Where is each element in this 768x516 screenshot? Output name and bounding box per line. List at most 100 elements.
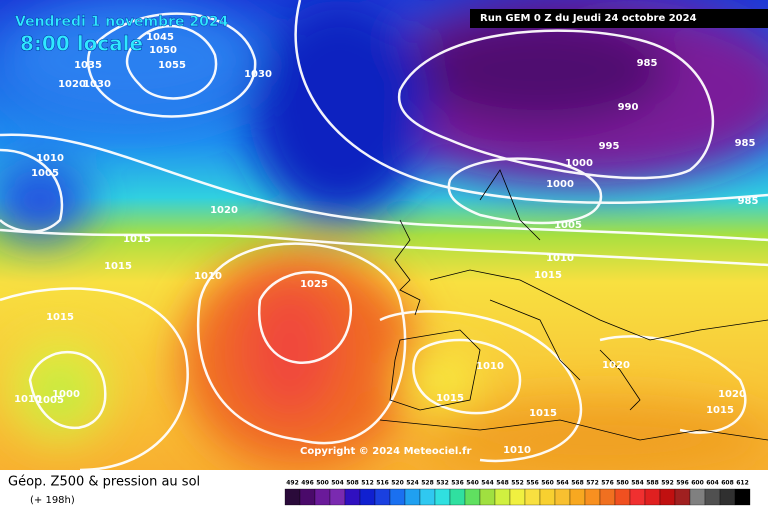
isobar-label: 1015 <box>529 408 557 419</box>
isobar-labels: 1045105010551035102010301030101010051020… <box>14 32 758 456</box>
legend-label: 604 <box>706 480 719 487</box>
isobar-label: 1015 <box>706 405 734 416</box>
legend-swatch <box>299 488 316 506</box>
isobar-label: 1010 <box>476 361 504 372</box>
legend-swatch <box>419 488 436 506</box>
isobar-label: 985 <box>735 138 756 149</box>
isobar-label: 1015 <box>534 270 562 281</box>
legend-swatch <box>659 488 676 506</box>
isobar-label: 1010 <box>194 271 222 282</box>
legend-label: 576 <box>601 480 614 487</box>
isobar-label: 985 <box>637 58 658 69</box>
isobar-label: 1000 <box>52 389 80 400</box>
legend-swatch <box>629 488 646 506</box>
time-label: 8:00 locale <box>20 32 143 56</box>
date-label: Vendredi 1 novembre 2024 <box>15 14 229 30</box>
legend-label: 528 <box>421 480 434 487</box>
isobar-label: 985 <box>738 196 759 207</box>
isobar-label: 1005 <box>31 168 59 179</box>
legend-label: 512 <box>361 480 374 487</box>
legend-label: 568 <box>571 480 584 487</box>
legend-swatch <box>569 488 586 506</box>
isobar-label: 1020 <box>602 360 630 371</box>
legend-swatch <box>599 488 616 506</box>
legend-label: 544 <box>481 480 494 487</box>
legend-label: 612 <box>736 480 749 487</box>
legend-label: 496 <box>301 480 314 487</box>
legend-swatch <box>404 488 421 506</box>
legend-label: 564 <box>556 480 569 487</box>
run-label: Run GEM 0 Z du Jeudi 24 octobre 2024 <box>480 13 697 24</box>
isobar-label: 1015 <box>104 261 132 272</box>
legend-label: 500 <box>316 480 329 487</box>
legend-swatch <box>494 488 511 506</box>
isobar-label: 1005 <box>554 220 582 231</box>
legend-label: 580 <box>616 480 629 487</box>
isobar-label: 1045 <box>146 32 174 43</box>
legend-swatch <box>644 488 661 506</box>
legend-label: 516 <box>376 480 389 487</box>
legend-swatch <box>434 488 451 506</box>
legend-label: 492 <box>286 480 299 487</box>
legend-swatch <box>689 488 706 506</box>
legend-label: 560 <box>541 480 554 487</box>
isobar-label: 1055 <box>158 60 186 71</box>
legend-swatch <box>479 488 496 506</box>
legend-label: 600 <box>691 480 704 487</box>
legend-swatch <box>704 488 721 506</box>
legend-swatch <box>509 488 526 506</box>
legend-label: 592 <box>661 480 674 487</box>
copyright: Copyright © 2024 Meteociel.fr <box>300 446 471 457</box>
run-banner <box>470 9 768 28</box>
isobar-label: 1025 <box>300 279 328 290</box>
legend-swatch <box>284 488 301 506</box>
legend-swatch <box>554 488 571 506</box>
legend-label: 552 <box>511 480 524 487</box>
legend-label: 556 <box>526 480 539 487</box>
legend-swatch <box>614 488 631 506</box>
isobar-label: 1035 <box>74 60 102 71</box>
isobar-label: 1030 <box>244 69 272 80</box>
footer-lead: (+ 198h) <box>30 495 75 506</box>
legend-swatch <box>719 488 736 506</box>
isobar-label: 1020 <box>210 205 238 216</box>
legend-label: 608 <box>721 480 734 487</box>
legend-label: 524 <box>406 480 419 487</box>
legend-label: 520 <box>391 480 404 487</box>
legend-swatch <box>584 488 601 506</box>
legend-label: 596 <box>676 480 689 487</box>
legend-label: 540 <box>466 480 479 487</box>
legend-label: 536 <box>451 480 464 487</box>
isobar-label: 1020 <box>58 79 86 90</box>
isobar-label: 1015 <box>123 234 151 245</box>
isobar-label: 990 <box>618 102 639 113</box>
legend-swatch <box>374 488 391 506</box>
legend-swatch <box>389 488 406 506</box>
isobar-label: 1000 <box>546 179 574 190</box>
legend-label: 504 <box>331 480 344 487</box>
isobar-label: 1010 <box>36 153 64 164</box>
isobar-label: 1050 <box>149 45 177 56</box>
legend-swatch <box>449 488 466 506</box>
isobar-label: 1030 <box>83 79 111 90</box>
isobar-label: 1010 <box>503 445 531 456</box>
legend-swatch <box>674 488 691 506</box>
legend-swatch <box>734 488 751 506</box>
isobar-label: 1015 <box>436 393 464 404</box>
legend: 492 496 500 504 508 512 516 520 524 528 532 536 540 5… <box>284 480 751 506</box>
legend-label: 548 <box>496 480 509 487</box>
legend-label: 588 <box>646 480 659 487</box>
isobar-label: 1000 <box>565 158 593 169</box>
isobar-label: 1020 <box>718 389 746 400</box>
footer-title: Géop. Z500 & pression au sol <box>8 475 200 490</box>
legend-label: 532 <box>436 480 449 487</box>
background <box>0 0 768 480</box>
isobar-label: 1010 <box>14 394 42 405</box>
isobar-label: 995 <box>599 141 620 152</box>
isobar-label: 1005 <box>36 395 64 406</box>
legend-label: 508 <box>346 480 359 487</box>
legend-swatch <box>344 488 361 506</box>
legend-label: 572 <box>586 480 599 487</box>
legend-swatch <box>539 488 556 506</box>
